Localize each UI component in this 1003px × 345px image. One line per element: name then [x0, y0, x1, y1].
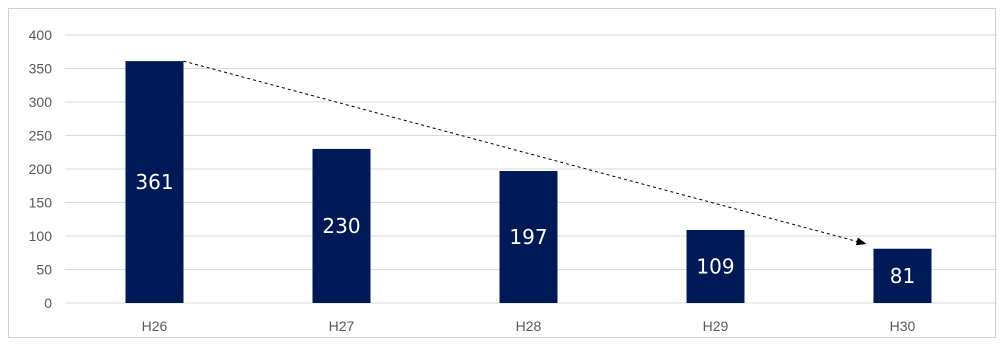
bars: 361 230 197 109 81: [125, 61, 932, 303]
bar: [125, 61, 184, 303]
data-label: 81: [890, 264, 915, 288]
x-tick-label: H27: [329, 318, 355, 334]
bar: [499, 171, 558, 303]
y-tick-label: 400: [29, 27, 53, 43]
y-tick-label: 50: [36, 262, 52, 278]
y-tick-label: 250: [29, 128, 53, 144]
y-tick-label: 100: [29, 228, 53, 244]
y-tick-label: 150: [29, 195, 53, 211]
bar: [686, 229, 745, 303]
data-label: 230: [322, 214, 360, 238]
data-label: 197: [509, 225, 547, 249]
y-tick-label: 350: [29, 61, 53, 77]
bar: [312, 148, 371, 303]
x-tick-label: H30: [890, 318, 916, 334]
y-tick-label: 0: [44, 295, 52, 311]
y-tick-label: 200: [29, 161, 53, 177]
y-axis-tick-labels: 0 50 100 150 200 250 300 350 400: [29, 27, 53, 311]
data-label: 109: [696, 254, 734, 278]
y-tick-label: 300: [29, 94, 53, 110]
x-tick-label: H28: [516, 318, 542, 334]
gridlines: [65, 34, 997, 304]
bar: [873, 248, 932, 303]
trend-arrow: [183, 60, 867, 246]
data-label: 361: [135, 170, 173, 194]
x-tick-label: H29: [703, 318, 729, 334]
x-axis-tick-labels: H26 H27 H28 H29 H30: [142, 318, 916, 334]
x-tick-label: H26: [142, 318, 168, 334]
trend-arrow-line: [183, 60, 867, 246]
